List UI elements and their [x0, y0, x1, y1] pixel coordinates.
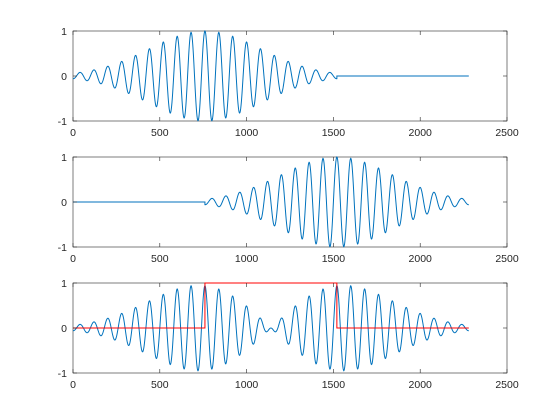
x-tick-label: 1500	[322, 253, 346, 265]
y-tick-label: -1	[58, 116, 67, 128]
x-tick-label: 500	[151, 379, 169, 391]
subplot-3: 0 500 1000 1500 2000 2500-101	[58, 278, 519, 391]
x-tick-label: 1000	[235, 253, 259, 265]
y-tick-label: 1	[61, 26, 67, 38]
x-tick-label: 2000	[409, 379, 433, 391]
x-tick-label: 500	[151, 253, 169, 265]
x-tick-label: 0	[70, 127, 76, 139]
x-tick-label: 1000	[235, 127, 259, 139]
subplot-2: 0 500 1000 1500 2000 2500-101	[58, 152, 519, 265]
y-tick-label: 0	[61, 71, 67, 83]
y-tick-label: 0	[61, 197, 67, 209]
x-tick-label: 2000	[409, 253, 433, 265]
x-tick-label: 1500	[322, 379, 346, 391]
x-tick-label: 2000	[409, 127, 433, 139]
series-line-2	[73, 282, 469, 329]
x-tick-label: 1000	[235, 379, 259, 391]
x-tick-label: 0	[70, 253, 76, 265]
y-tick-label: 1	[61, 152, 67, 164]
x-tick-label: 2500	[495, 127, 519, 139]
subplot-1: 0 500 1000 1500 2000 2500-101	[58, 26, 519, 139]
y-tick-label: 1	[61, 278, 67, 290]
series-line-1	[73, 30, 469, 122]
x-tick-label: 0	[70, 379, 76, 391]
y-tick-label: -1	[58, 368, 67, 380]
x-tick-label: 1500	[322, 127, 346, 139]
y-tick-label: 0	[61, 323, 67, 335]
y-tick-label: -1	[58, 242, 67, 254]
x-tick-label: 2500	[495, 253, 519, 265]
series-line-1	[73, 156, 469, 248]
x-tick-label: 500	[151, 127, 169, 139]
x-tick-label: 2500	[495, 379, 519, 391]
